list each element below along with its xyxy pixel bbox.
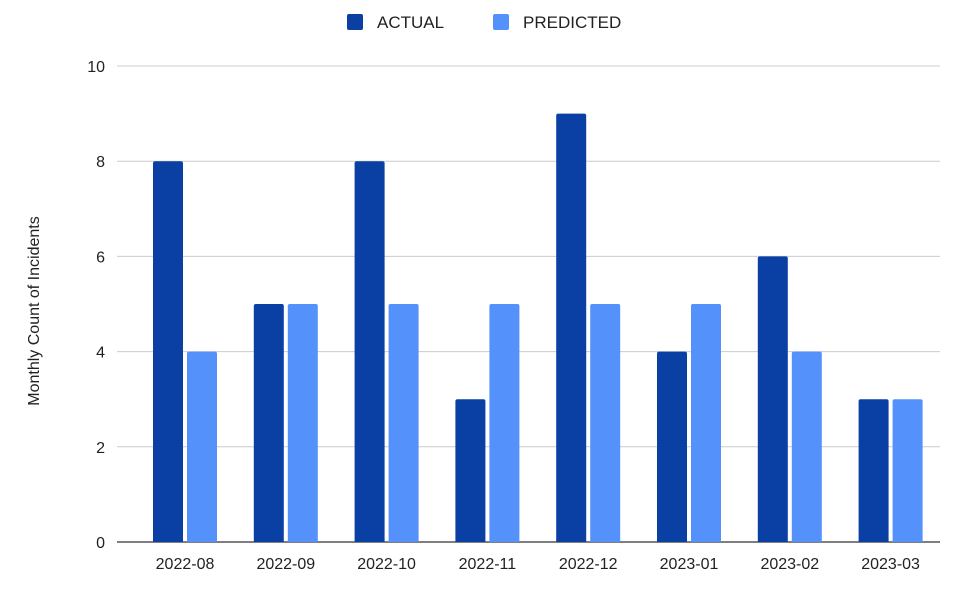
x-tick-label: 2023-02 xyxy=(760,556,819,573)
bar-predicted-2022-10 xyxy=(388,304,419,542)
bar-actual-2022-10 xyxy=(354,161,385,542)
y-axis-title: Monthly Count of Incidents xyxy=(26,216,43,405)
y-tick-label: 2 xyxy=(96,440,105,457)
x-tick-label: 2022-12 xyxy=(559,556,618,573)
bar-predicted-2023-02 xyxy=(791,351,822,542)
x-tick-label: 2022-08 xyxy=(156,556,215,573)
bar-actual-2022-12 xyxy=(556,113,587,542)
legend-swatch-actual xyxy=(347,14,363,30)
x-tick-label: 2022-09 xyxy=(256,556,315,573)
bar-predicted-2023-01 xyxy=(691,304,721,542)
bar-actual-2023-01 xyxy=(657,351,687,542)
bar-actual-2022-09 xyxy=(253,304,284,542)
y-tick-label: 0 xyxy=(96,535,105,552)
legend-swatch-predicted xyxy=(493,14,509,30)
bar-predicted-2023-03 xyxy=(892,399,923,542)
bar-actual-2022-08 xyxy=(153,161,183,542)
x-tick-label: 2022-11 xyxy=(459,556,517,573)
bar-predicted-2022-08 xyxy=(187,351,217,542)
x-tick-label: 2023-01 xyxy=(660,556,719,573)
y-tick-label: 8 xyxy=(96,154,105,171)
legend-label-actual: ACTUAL xyxy=(377,13,444,32)
x-tick-label: 2023-03 xyxy=(861,556,920,573)
legend-label-predicted: PREDICTED xyxy=(523,13,621,32)
legend: ACTUAL PREDICTED xyxy=(347,13,621,32)
bar-actual-2023-03 xyxy=(858,399,889,542)
y-tick-label: 4 xyxy=(96,345,105,362)
y-tick-label: 6 xyxy=(96,249,105,266)
y-tick-label: 10 xyxy=(87,59,105,76)
bar-predicted-2022-11 xyxy=(489,304,520,542)
bar-predicted-2022-09 xyxy=(287,304,318,542)
bars xyxy=(153,113,923,542)
y-axis-ticks: 0 2 4 6 8 10 xyxy=(87,59,105,552)
bar-actual-2022-11 xyxy=(455,399,486,542)
bar-predicted-2022-12 xyxy=(590,304,621,542)
x-axis-ticks: 2022-08 2022-09 2022-10 2022-11 2022-12 2023-… xyxy=(156,556,920,573)
bar-actual-2023-02 xyxy=(757,256,788,542)
x-tick-label: 2022-10 xyxy=(357,556,416,573)
